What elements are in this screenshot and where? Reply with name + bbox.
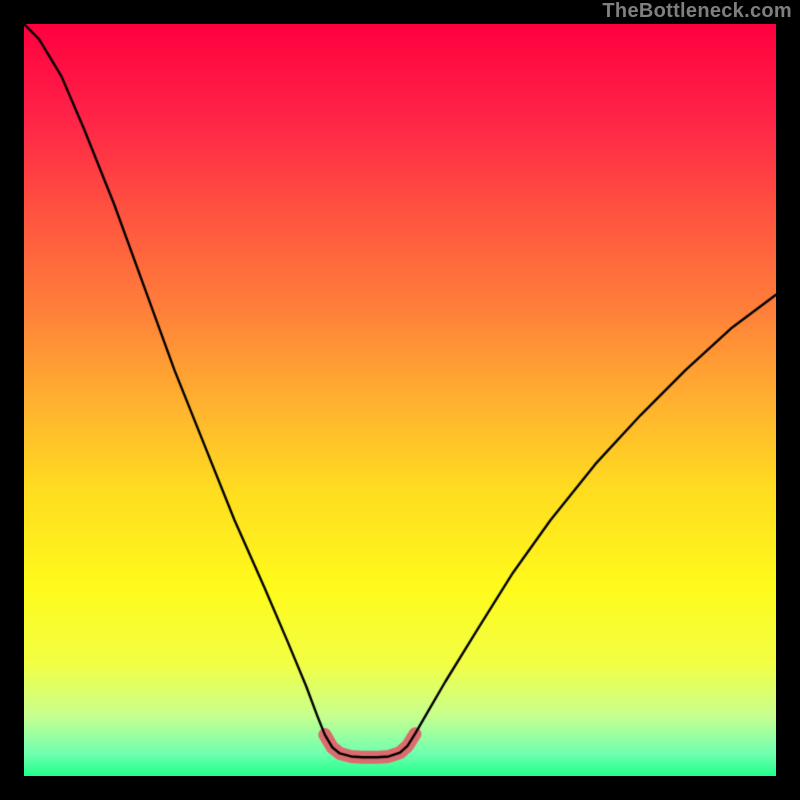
plot-canvas [24, 24, 776, 776]
plot-area [24, 24, 776, 776]
watermark-text: TheBottleneck.com [602, 0, 792, 23]
chart-frame: TheBottleneck.com [0, 0, 800, 800]
